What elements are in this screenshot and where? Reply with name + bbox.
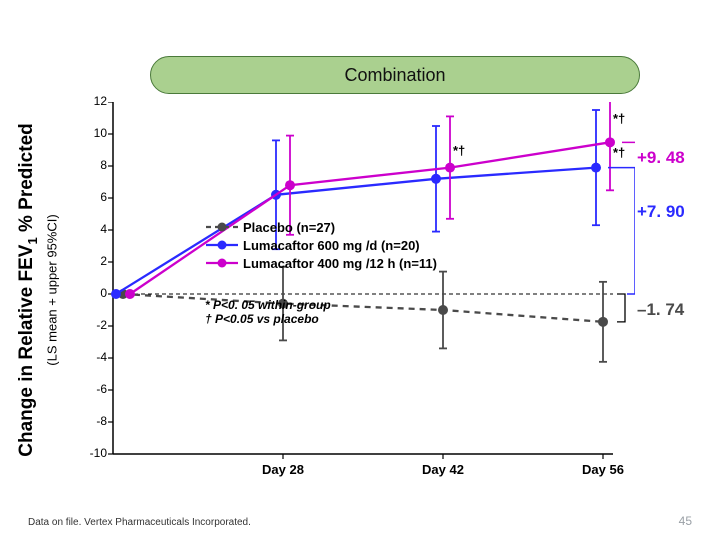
y-axis-sublabel: (LS mean + upper 95%CI) <box>45 214 60 365</box>
chart-area: -10-8-6-4-2024681012Day 28Day 42Day 56Pl… <box>75 102 635 482</box>
y-tick-label: -10 <box>81 446 107 460</box>
y-tick-label: -8 <box>81 414 107 428</box>
significance-marker: *† <box>613 145 625 160</box>
end-value-label: +9. 48 <box>637 148 685 168</box>
legend-item: Placebo (n=27) <box>205 218 437 236</box>
x-tick-label: Day 56 <box>582 462 624 477</box>
legend-label: Lumacaftor 600 mg /d (n=20) <box>243 238 420 253</box>
slide-number: 45 <box>679 514 692 528</box>
end-value-label: +7. 90 <box>637 202 685 222</box>
legend-item: Lumacaftor 400 mg /12 h (n=11) <box>205 254 437 272</box>
y-tick-label: -4 <box>81 350 107 364</box>
legend-item: Lumacaftor 600 mg /d (n=20) <box>205 236 437 254</box>
significance-marker: *† <box>453 143 465 158</box>
y-tick-label: 8 <box>81 158 107 172</box>
y-tick-label: 2 <box>81 254 107 268</box>
pvalue-note: * P<0. 05 within-group† P<0.05 vs placeb… <box>205 298 331 326</box>
y-axis-label-sub: 1 <box>25 237 40 244</box>
y-tick-label: 12 <box>81 94 107 108</box>
x-tick-label: Day 42 <box>422 462 464 477</box>
chart-title-bar: Combination <box>150 56 640 94</box>
end-value-label: –1. 74 <box>637 300 684 320</box>
y-axis-label-tail: % Predicted <box>16 123 37 237</box>
y-tick-label: 0 <box>81 286 107 300</box>
significance-marker: *† <box>613 111 625 126</box>
footer-citation: Data on file. Vertex Pharmaceuticals Inc… <box>28 517 251 528</box>
y-tick-label: -6 <box>81 382 107 396</box>
y-tick-label: 4 <box>81 222 107 236</box>
chart-svg <box>75 102 635 482</box>
y-axis-label: Change in Relative FEV1 % Predicted <box>16 123 40 457</box>
y-tick-label: 10 <box>81 126 107 140</box>
legend: Placebo (n=27) Lumacaftor 600 mg /d (n=20… <box>205 218 437 272</box>
y-tick-label: -2 <box>81 318 107 332</box>
chart-title: Combination <box>344 65 445 86</box>
legend-label: Lumacaftor 400 mg /12 h (n=11) <box>243 256 437 271</box>
legend-label: Placebo (n=27) <box>243 220 335 235</box>
y-tick-label: 6 <box>81 190 107 204</box>
y-axis-label-main: Change in Relative FEV <box>16 245 37 457</box>
x-tick-label: Day 28 <box>262 462 304 477</box>
